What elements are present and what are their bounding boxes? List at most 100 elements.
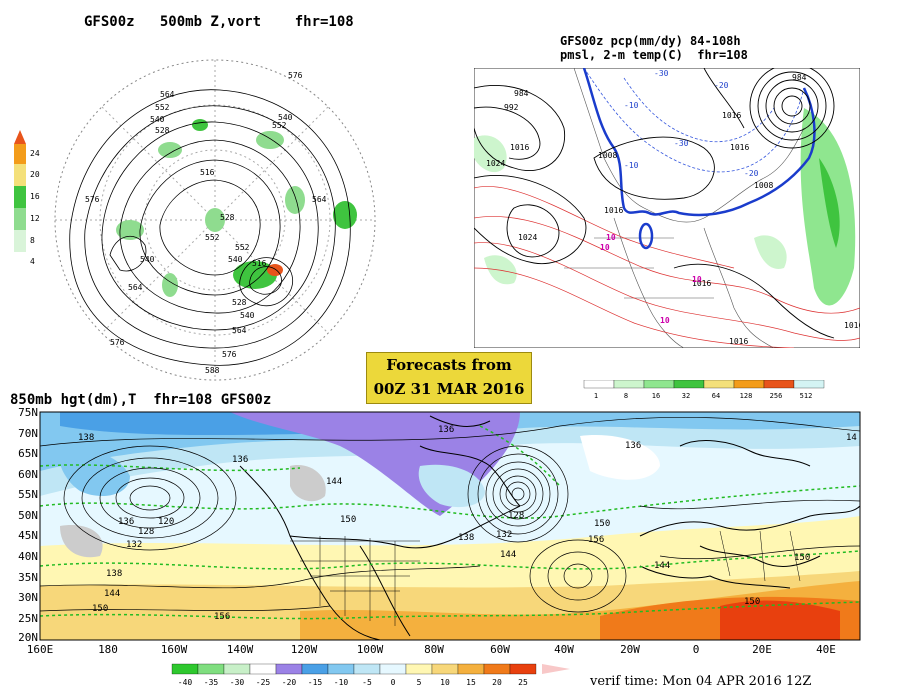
height-label: 156 xyxy=(588,535,604,545)
pressure-label: 1008 xyxy=(598,151,617,160)
precip-area xyxy=(754,235,787,269)
temp-label: 10 xyxy=(660,316,670,325)
colorbar-tick: 25 xyxy=(518,678,528,687)
pressure-label: 1008 xyxy=(754,181,773,190)
height-label: 138 xyxy=(78,433,94,443)
height-label: 150 xyxy=(744,597,760,607)
colorbar-tick: 64 xyxy=(712,392,720,400)
contour-label: 564 xyxy=(128,283,143,292)
forecast-info-box: Forecasts from 00Z 31 MAR 2016 xyxy=(366,352,532,404)
pressure-label: 1016 xyxy=(692,279,711,288)
pressure-label: 1024 xyxy=(518,233,537,242)
colorbar-arrow xyxy=(14,130,26,144)
height-label: 150 xyxy=(92,604,108,614)
colorbar-swatch xyxy=(431,663,459,675)
lat-label: 75N xyxy=(18,406,38,419)
lon-label: 40W xyxy=(554,643,574,656)
temp-label: -30 xyxy=(674,139,689,148)
z500-polar-map: 576 564 552 540 528 516 540 552 564 576 … xyxy=(54,59,376,381)
height-label: 120 xyxy=(158,517,174,527)
pcp-title-line1: GFS00z pcp(mm/dy) 84-108h xyxy=(560,34,741,48)
contour-label: 540 xyxy=(140,255,155,264)
height-label: 144 xyxy=(500,550,516,560)
contour-label: 528 xyxy=(220,213,235,222)
precip-area xyxy=(819,158,840,248)
colorbar-tick: 4 xyxy=(30,257,35,266)
contour-label: 564 xyxy=(312,195,327,204)
colorbar-tick: -35 xyxy=(204,678,219,687)
colorbar-tick: -15 xyxy=(308,678,323,687)
h850-lon-axis: 160E 180 160W 140W 120W 100W 80W 60W 40W… xyxy=(27,643,836,656)
cold-temp-contours xyxy=(583,68,805,173)
height-label: 136 xyxy=(232,455,248,465)
colorbar-swatch xyxy=(14,164,26,186)
colorbar-swatch xyxy=(613,380,645,389)
height-label: 144 xyxy=(654,561,670,571)
lon-label: 40E xyxy=(816,643,836,656)
colorbar-tick: 512 xyxy=(800,392,813,400)
contour-label: 576 xyxy=(85,195,100,204)
pcp-map: 984 992 1016 1024 1008 1016 1016 1024 10… xyxy=(474,68,860,348)
colorbar-swatch xyxy=(223,663,251,675)
contour-label: 564 xyxy=(160,90,175,99)
height-label: 136 xyxy=(438,425,454,435)
colorbar-tick: 12 xyxy=(30,214,40,223)
height-label: 150 xyxy=(594,519,610,529)
colorbar-swatch xyxy=(14,230,26,252)
height-label: 156 xyxy=(214,612,230,622)
lon-label: 100W xyxy=(357,643,384,656)
colorbar-tick: 0 xyxy=(391,678,396,687)
vorticity-shading xyxy=(116,119,357,297)
contour-label: 552 xyxy=(155,103,170,112)
contour-label: 552 xyxy=(205,233,220,242)
temp-label: -20 xyxy=(744,169,759,178)
colorbar-tick: 20 xyxy=(492,678,502,687)
contour-label: 540 xyxy=(240,311,255,320)
colorbar-tick: 15 xyxy=(466,678,476,687)
colorbar-tick: 24 xyxy=(30,149,40,158)
zero-degree-loop xyxy=(638,222,654,250)
colorbar-swatch xyxy=(483,663,511,675)
lat-label: 25N xyxy=(18,612,38,625)
colorbar-tick: -25 xyxy=(256,678,271,687)
lon-label: 0 xyxy=(693,643,700,656)
cold-pool xyxy=(418,464,485,508)
height-label: 128 xyxy=(508,511,524,521)
ice-area xyxy=(60,525,103,558)
cold-pool xyxy=(58,446,130,496)
colorbar-swatch xyxy=(353,663,381,675)
h850-title: 850mb hgt(dm),T fhr=108 GFS00z xyxy=(10,392,272,408)
h850-colorbar: -40 -35 -30 -25 -20 -15 -10 -5 0 5 10 15 20 25 xyxy=(171,663,570,687)
pressure-label: 992 xyxy=(504,103,519,112)
height-label: 150 xyxy=(340,515,356,525)
colorbar-tick: 5 xyxy=(417,678,422,687)
colorbar-swatch xyxy=(457,663,485,675)
temp-label: 10 xyxy=(600,243,610,252)
lat-label: 55N xyxy=(18,488,38,501)
contour-label: 528 xyxy=(232,298,247,307)
colorbar-swatch xyxy=(509,663,537,675)
colorbar-arrow xyxy=(542,664,570,674)
contour-label: 576 xyxy=(288,71,303,80)
contour-label: 540 xyxy=(228,255,243,264)
colorbar-swatch xyxy=(14,208,26,230)
height-label: 144 xyxy=(104,589,120,599)
lat-label: 60N xyxy=(18,468,38,481)
colorbar-tick: 8 xyxy=(624,392,628,400)
contour-label: 564 xyxy=(232,326,247,335)
temp-label: -20 xyxy=(714,81,729,90)
contour-label: 516 xyxy=(200,168,215,177)
lon-label: 80W xyxy=(424,643,444,656)
precip-area xyxy=(484,255,517,285)
height-label: 138 xyxy=(458,533,474,543)
colorbar-tick: -30 xyxy=(230,678,245,687)
colorbar-tick: -40 xyxy=(178,678,193,687)
height-label: 14 xyxy=(846,433,857,443)
temp-band-25 xyxy=(720,600,840,640)
political-borders xyxy=(290,530,801,626)
pressure-label: 1016 xyxy=(844,321,860,330)
colorbar-tick: -10 xyxy=(334,678,349,687)
pressure-label: 1016 xyxy=(604,206,623,215)
contour-label: 540 xyxy=(278,113,293,122)
temp-label: -10 xyxy=(624,101,639,110)
